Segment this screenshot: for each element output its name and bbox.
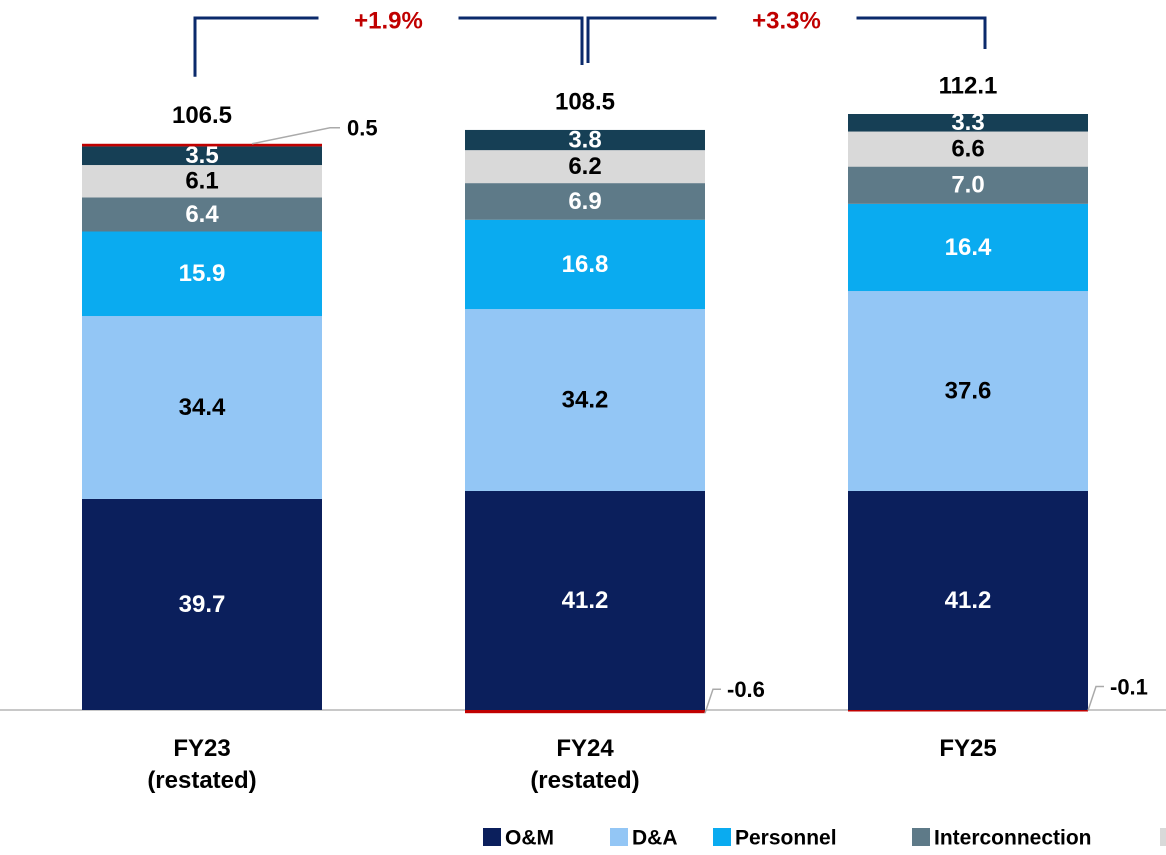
x-tick-label: FY25 xyxy=(939,735,997,762)
bar-segment xyxy=(465,150,705,184)
legend-label: Personnel xyxy=(735,827,837,850)
value-label: 34.2 xyxy=(562,386,609,413)
bar-segment xyxy=(465,710,705,714)
value-label: 15.9 xyxy=(179,260,226,287)
value-label: 6.9 xyxy=(568,188,601,215)
bar-segment xyxy=(82,146,322,166)
leader-line xyxy=(1087,685,1104,711)
legend-swatch xyxy=(610,828,628,846)
value-label: 41.2 xyxy=(945,587,992,614)
bar-segment xyxy=(848,203,1088,292)
legend-label: D&A xyxy=(632,827,678,850)
bar-segment xyxy=(465,309,705,491)
value-label: 0.5 xyxy=(347,116,378,141)
legend-swatch xyxy=(1160,828,1166,846)
value-label: 7.0 xyxy=(951,172,984,199)
value-label: 34.4 xyxy=(179,394,226,421)
bar-segment xyxy=(848,114,1088,132)
leader-line xyxy=(704,688,721,714)
leader-line xyxy=(251,127,340,145)
bar-segment xyxy=(465,129,705,151)
legend-label: O&M xyxy=(505,827,554,850)
value-label: 6.1 xyxy=(185,168,218,195)
total-label: 112.1 xyxy=(939,72,998,99)
total-label: 106.5 xyxy=(172,102,232,129)
bracket xyxy=(586,16,717,63)
x-tick-label: FY24 (restated) xyxy=(530,735,640,794)
value-label: 3.8 xyxy=(568,126,601,153)
bar-segment xyxy=(82,143,322,147)
value-label: -0.1 xyxy=(1110,674,1148,699)
growth-label: +3.3% xyxy=(752,7,821,34)
bar-segment xyxy=(465,183,705,220)
value-label: 6.6 xyxy=(951,135,984,162)
bar-segment xyxy=(848,131,1088,167)
bracket xyxy=(193,16,319,77)
bar-segment xyxy=(465,219,705,310)
bar-segment xyxy=(848,291,1088,491)
value-label: 16.4 xyxy=(945,234,992,261)
value-label: 39.7 xyxy=(179,591,226,618)
bar-segment xyxy=(848,166,1088,204)
legend-swatch xyxy=(713,828,731,846)
value-label: 3.5 xyxy=(185,142,218,169)
bar-segment xyxy=(82,165,322,198)
legend-swatch xyxy=(912,828,930,846)
bar-segment xyxy=(848,710,1088,712)
bracket xyxy=(856,16,987,49)
value-label: -0.6 xyxy=(727,677,765,702)
bar-segment xyxy=(82,197,322,232)
value-label: 3.3 xyxy=(951,109,984,136)
legend-label: Interconnection xyxy=(934,827,1092,850)
legend-swatch xyxy=(483,828,501,846)
value-label: 6.2 xyxy=(568,153,601,180)
total-label: 108.5 xyxy=(555,88,615,115)
value-label: 37.6 xyxy=(945,377,992,404)
bar-segment xyxy=(848,490,1088,710)
bar-segment xyxy=(82,231,322,317)
value-label: 6.4 xyxy=(185,201,219,228)
value-label: 16.8 xyxy=(562,251,609,278)
x-tick-label: FY23 (restated) xyxy=(147,735,257,794)
bracket xyxy=(458,16,584,65)
bar-segment xyxy=(82,498,322,710)
growth-label: +1.9% xyxy=(354,7,423,34)
bar-segment xyxy=(465,490,705,710)
value-label: 41.2 xyxy=(562,587,609,614)
bar-segment xyxy=(82,316,322,499)
